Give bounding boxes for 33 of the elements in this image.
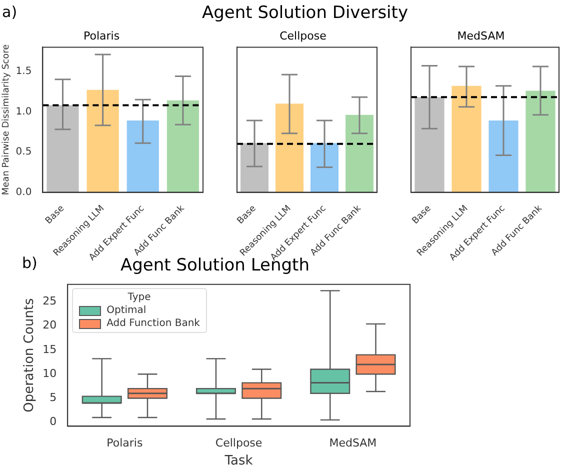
text: b): [22, 254, 38, 272]
chart-title: Cellpose: [280, 29, 327, 42]
y-tick-label: 25: [42, 294, 57, 308]
legend-title: Type: [126, 292, 152, 304]
bar: [414, 97, 444, 192]
legend-label: Optimal: [106, 305, 146, 316]
y-tick-label: 15: [42, 342, 57, 356]
text: a): [2, 3, 18, 21]
bar: [166, 100, 199, 192]
x-tick-label: Cellpose: [215, 436, 262, 450]
y-tick-label: 0: [50, 415, 57, 428]
y-tick-label: 20: [42, 318, 57, 332]
x-tick-label: MedSAM: [329, 436, 377, 450]
bar: [126, 120, 159, 192]
chart-title: MedSAM: [457, 29, 505, 42]
text: Agent Solution Diversity: [202, 3, 408, 23]
bar: [86, 90, 119, 192]
x-tick-label: Polaris: [106, 436, 143, 450]
y-tick-label: 0.5: [16, 146, 32, 158]
legend-label: Add Function Bank: [106, 318, 200, 330]
chart-title: Polaris: [83, 29, 120, 42]
y-tick-label: 1.0: [16, 106, 32, 118]
y-axis-title: Mean Pairwise Dissimilarity Score: [2, 44, 12, 196]
y-tick-label: 1.5: [16, 66, 32, 77]
bar: [46, 105, 79, 192]
y-axis-title: Operation Counts: [22, 298, 38, 412]
y-tick-label: 5: [50, 391, 57, 404]
x-axis-title: Task: [224, 454, 254, 469]
y-tick-label: 10: [42, 366, 57, 380]
bar: [488, 120, 518, 192]
bar: [452, 86, 482, 192]
bar: [526, 90, 556, 192]
y-tick-label: 0.0: [16, 186, 32, 198]
